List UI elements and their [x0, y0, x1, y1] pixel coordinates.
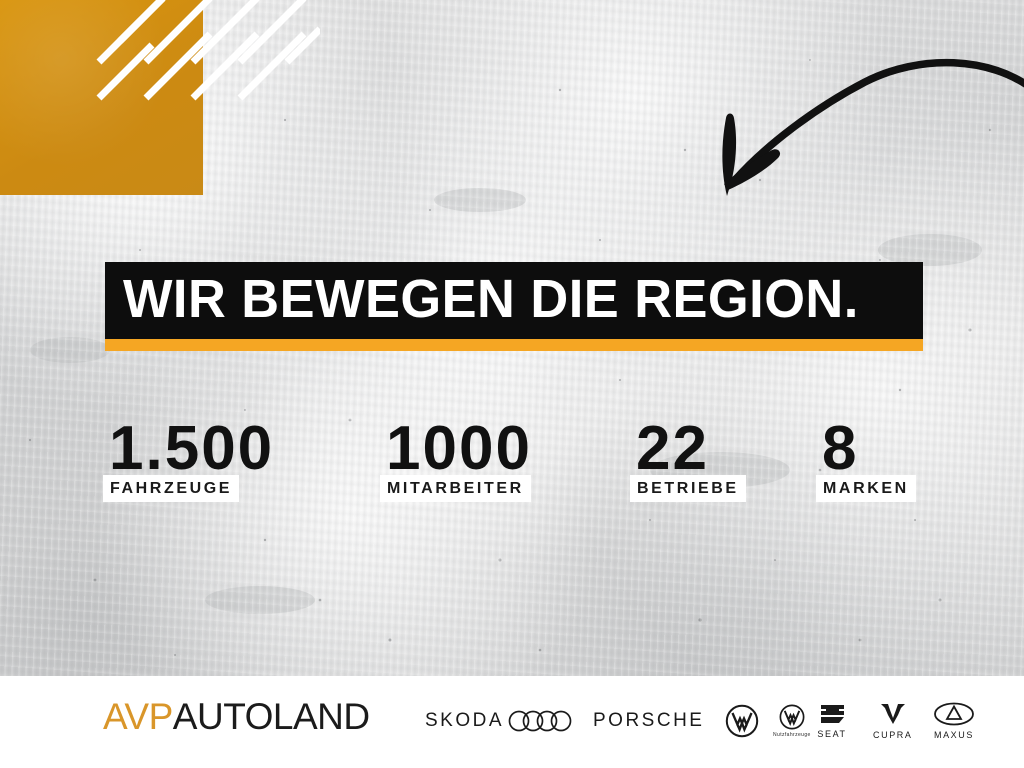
vw-nutzfahrzeuge-sublabel: Nutzfahrzeuge: [773, 732, 811, 738]
stat-number: 1.500: [109, 414, 275, 483]
stat-number: 1000: [386, 414, 532, 483]
stat-label: BETRIEBE: [630, 475, 746, 502]
stat-label: FAHRZEUGE: [103, 475, 240, 502]
seat-s-icon: [821, 705, 844, 723]
footer: AVP AUTOLAND SKODA: [0, 676, 1024, 768]
skoda-wordmark: SKODA: [425, 710, 505, 731]
brand-logo-strip: SKODA PORSCHE: [425, 690, 974, 752]
stat-marken: 8 MARKEN: [816, 418, 916, 502]
brand-logo-seat: SEAT: [817, 690, 847, 752]
stat-betriebe: 22 BETRIEBE: [630, 418, 746, 502]
page-title: WIR BEWEGEN DIE REGION.: [123, 268, 859, 329]
porsche-wordmark: PORSCHE: [593, 710, 705, 731]
stat-mitarbeiter: 1000 MITARBEITER: [380, 418, 532, 502]
statistics-row: 1.500 FAHRZEUGE 1000 MITARBEITER 22 BETR…: [103, 418, 933, 510]
stat-number: 8: [822, 414, 859, 483]
avp-autoland-logo: AVP AUTOLAND: [103, 698, 370, 735]
headline-block: WIR BEWEGEN DIE REGION.: [105, 262, 923, 351]
brand-logo-maxus: MAXUS: [933, 690, 975, 752]
stat-label: MARKEN: [816, 475, 916, 502]
avp-logo-word: AUTOLAND: [172, 696, 370, 737]
vw-nutzfahrzeuge-roundel-icon: [779, 704, 805, 730]
stat-number: 22: [636, 414, 709, 483]
headline-underline: [105, 339, 923, 351]
cupra-wordmark: CUPRA: [873, 730, 913, 740]
stat-fahrzeuge: 1.500 FAHRZEUGE: [103, 418, 274, 502]
audi-rings-icon: [508, 710, 572, 732]
stat-label: MITARBEITER: [380, 475, 531, 502]
headline-bar: WIR BEWEGEN DIE REGION.: [105, 262, 923, 339]
avp-logo-mark: AVP: [103, 696, 173, 737]
brand-logo-audi: [507, 690, 575, 752]
cupra-tribal-icon: [880, 704, 905, 724]
brand-logo-cupra: CUPRA: [873, 690, 913, 752]
maxus-emblem-icon: [934, 702, 974, 726]
brand-logo-vw: [725, 690, 759, 752]
vw-roundel-icon: [725, 704, 759, 738]
seat-wordmark: SEAT: [817, 729, 847, 739]
brand-logo-vw-nutzfahrzeuge: Nutzfahrzeuge: [773, 690, 811, 752]
brand-logo-skoda: SKODA: [425, 690, 504, 752]
orange-corner-block: [0, 0, 203, 195]
maxus-wordmark: MAXUS: [933, 730, 974, 740]
brand-logo-porsche: PORSCHE: [593, 690, 704, 752]
curved-arrow-down-left-icon: [722, 58, 1024, 196]
